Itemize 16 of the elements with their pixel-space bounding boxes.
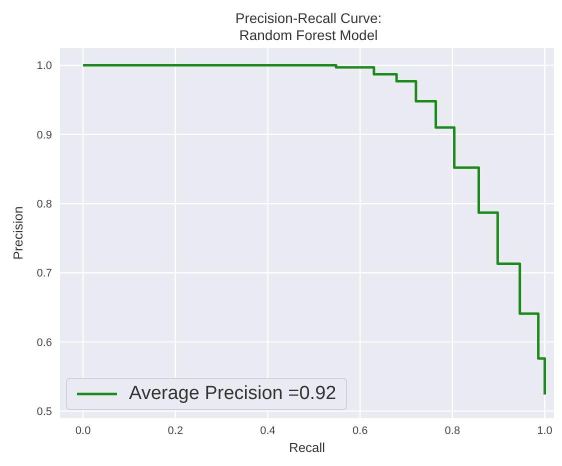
y-tick-label: 0.6	[36, 336, 52, 349]
y-tick-label: 1.0	[36, 60, 52, 72]
x-axis-title: Recall	[288, 440, 326, 455]
x-tick-label: 1.0	[537, 424, 552, 437]
y-tick-label: 0.8	[36, 198, 52, 211]
legend-label: Average Precision =0.92	[129, 383, 336, 405]
y-tick-label: 0.9	[36, 129, 52, 142]
x-tick-label: 0.4	[260, 424, 276, 437]
x-tick-label: 0.0	[75, 424, 91, 437]
x-tick-label: 0.8	[444, 424, 460, 437]
y-tick-label: 0.5	[36, 406, 52, 418]
y-tick-label: 0.7	[36, 268, 52, 280]
y-axis-title: Precision	[10, 206, 26, 260]
x-tick-label: 0.2	[168, 424, 184, 437]
chart-title: Precision-Recall Curve: Random Forest Model	[234, 10, 383, 44]
x-tick-label: 0.6	[352, 424, 368, 437]
